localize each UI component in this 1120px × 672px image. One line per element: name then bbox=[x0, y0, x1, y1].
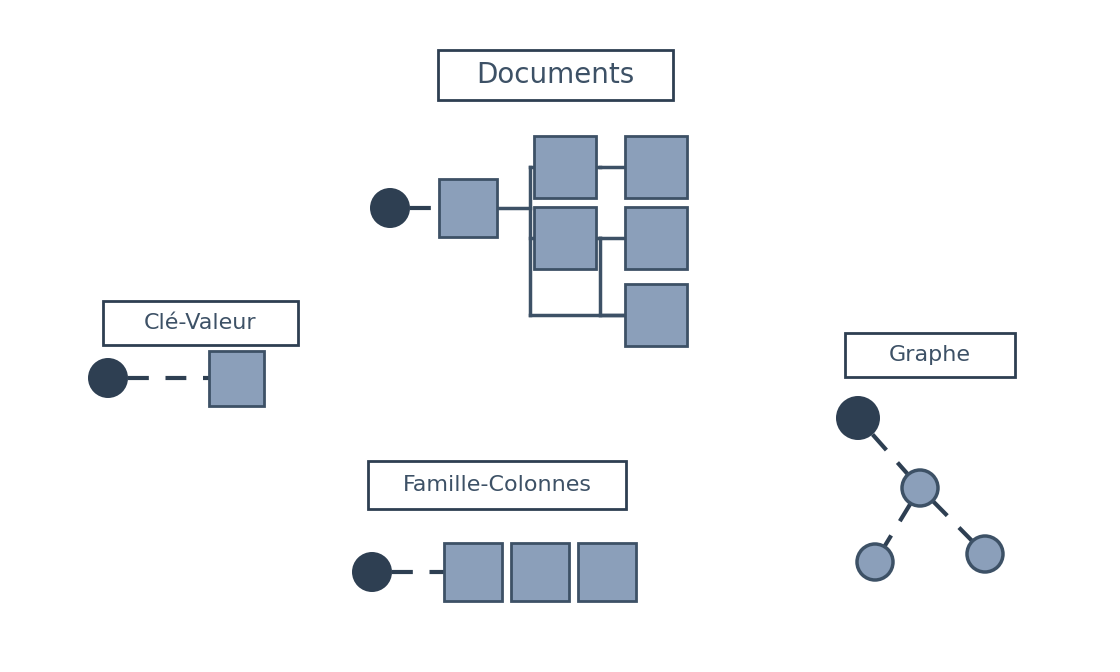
Circle shape bbox=[352, 552, 392, 592]
Text: Famille-Colonnes: Famille-Colonnes bbox=[402, 475, 591, 495]
Circle shape bbox=[857, 544, 893, 580]
Bar bbox=[534, 136, 596, 198]
Circle shape bbox=[967, 536, 1004, 572]
Circle shape bbox=[88, 358, 128, 398]
Bar bbox=[103, 301, 298, 345]
Bar bbox=[438, 50, 672, 100]
Bar bbox=[368, 461, 626, 509]
Circle shape bbox=[836, 396, 880, 440]
Text: Clé-Valeur: Clé-Valeur bbox=[143, 313, 256, 333]
Bar bbox=[578, 543, 636, 601]
Text: Documents: Documents bbox=[476, 61, 634, 89]
Text: Graphe: Graphe bbox=[889, 345, 971, 365]
Bar bbox=[511, 543, 569, 601]
Circle shape bbox=[902, 470, 939, 506]
Bar bbox=[844, 333, 1015, 377]
Bar bbox=[439, 179, 497, 237]
Bar bbox=[534, 207, 596, 269]
Bar bbox=[444, 543, 502, 601]
Bar bbox=[208, 351, 263, 405]
Circle shape bbox=[370, 188, 410, 228]
Bar bbox=[625, 136, 687, 198]
Bar bbox=[625, 284, 687, 346]
Bar bbox=[625, 207, 687, 269]
